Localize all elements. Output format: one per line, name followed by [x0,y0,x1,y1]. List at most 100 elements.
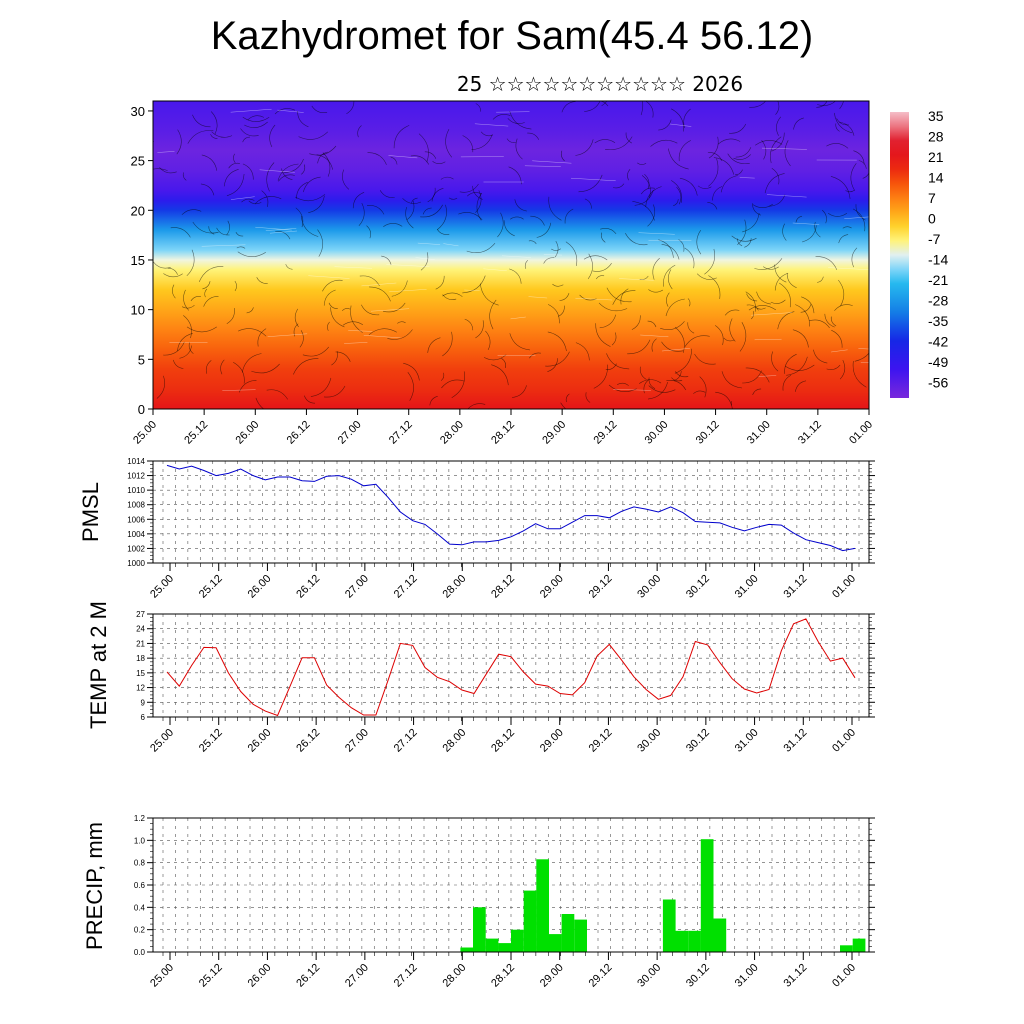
wind-streamline [501,358,506,369]
y-tick-label: 27 [136,610,145,619]
wind-streamline [420,204,443,218]
y-tick-label: 1006 [127,515,145,524]
heatmap-x-tick-label: 31.00 [745,419,773,447]
wind-streamline [237,251,266,258]
precip-bar [700,839,714,952]
wind-streamline-light [388,155,418,159]
wind-streamline [595,275,605,280]
wind-streamline [247,115,265,121]
wind-streamline [598,302,628,312]
heatmap-x-tick-label: 26.00 [233,419,261,447]
wind-streamline [170,227,191,238]
wind-streamline [420,252,429,271]
wind-streamline [545,351,570,367]
x-tick-label: 30.00 [635,573,663,601]
wind-streamline [464,318,474,331]
wind-streamline [696,230,702,255]
wind-streamline [668,269,673,290]
wind-streamline [369,286,391,302]
heatmap-y-tick-label: 10 [131,303,145,318]
wind-streamline [407,372,414,401]
temperature-grid [153,613,869,718]
wind-streamline [183,289,190,311]
wind-streamline-light [638,232,675,235]
wind-streamline [855,204,866,221]
wind-streamline [183,315,192,339]
wind-streamline [302,346,330,357]
wind-streamline [285,264,293,270]
wind-streamline [755,140,783,146]
wind-streamline [839,101,844,109]
wind-streamline [684,247,695,269]
wind-streamline [801,296,815,314]
wind-streamline [393,125,410,149]
wind-streamline [237,328,267,337]
wind-streamline [663,264,676,287]
wind-streamline [510,216,524,220]
wind-streamline [205,360,212,374]
wind-streamline [242,163,254,180]
wind-streamline [442,331,453,357]
wind-streamline [793,117,804,130]
wind-streamline-light [754,338,782,341]
wind-streamline [592,263,612,272]
wind-streamline [283,158,304,174]
x-tick-label: 26.00 [246,573,274,601]
wind-streamline [397,321,406,324]
wind-streamline [257,328,267,347]
wind-streamline [587,253,593,280]
wind-streamline [834,304,853,311]
wind-streamline [274,108,296,115]
wind-streamline [750,310,755,320]
wind-streamline [358,202,365,226]
wind-streamline [342,321,364,326]
x-tick-label: 25.00 [148,727,176,755]
wind-streamline-light [496,111,530,113]
wind-streamline [242,116,270,122]
wind-streamline [506,138,516,143]
wind-streamline [437,204,447,230]
wind-streamline [323,385,346,398]
wind-streamline [503,220,515,237]
wind-streamline-light [619,278,654,281]
wind-streamline-light [267,333,308,337]
wind-streamline [327,321,330,331]
temperature-x-axis: 25.00 25.12 26.00 26.12 27.00 27.12 28.00 28.12… [148,717,860,755]
wind-streamline [693,390,706,394]
wind-streamline [777,311,795,330]
wind-streamline [687,322,695,334]
wind-streamline [234,280,237,292]
y-tick-label: 21 [136,639,145,648]
wind-streamline [671,377,683,382]
wind-streamline [153,326,154,327]
wind-streamline [527,132,540,140]
x-tick-label: 27.00 [343,962,371,990]
wind-streamline [242,136,251,143]
precip-bar [473,907,486,952]
wind-streamline [442,294,457,300]
temperature-y-axis-label: TEMP at 2 M [86,601,111,729]
wind-streamline [383,302,406,313]
wind-streamline [834,112,853,134]
x-tick-label: 28.12 [489,573,517,601]
wind-streamline [331,351,338,366]
wind-streamline [771,167,780,185]
y-tick-label: 1002 [127,544,145,553]
wind-streamline-light [259,169,295,173]
wind-streamline [163,341,185,356]
wind-streamline [768,194,786,207]
wind-streamline [296,181,308,199]
y-tick-label: 1012 [127,472,145,481]
wind-streamline [172,284,176,299]
wind-streamline [774,264,787,283]
wind-streamline [559,293,570,301]
wind-streamline [346,101,355,115]
wind-streamline-light [157,151,175,153]
wind-streamline [660,321,685,330]
wind-streamline [179,345,192,359]
precip-bar [536,859,549,952]
colorbar-label: -14 [928,252,948,268]
wind-streamline [583,255,608,261]
wind-streamline [202,281,211,290]
wind-streamline [303,176,321,193]
